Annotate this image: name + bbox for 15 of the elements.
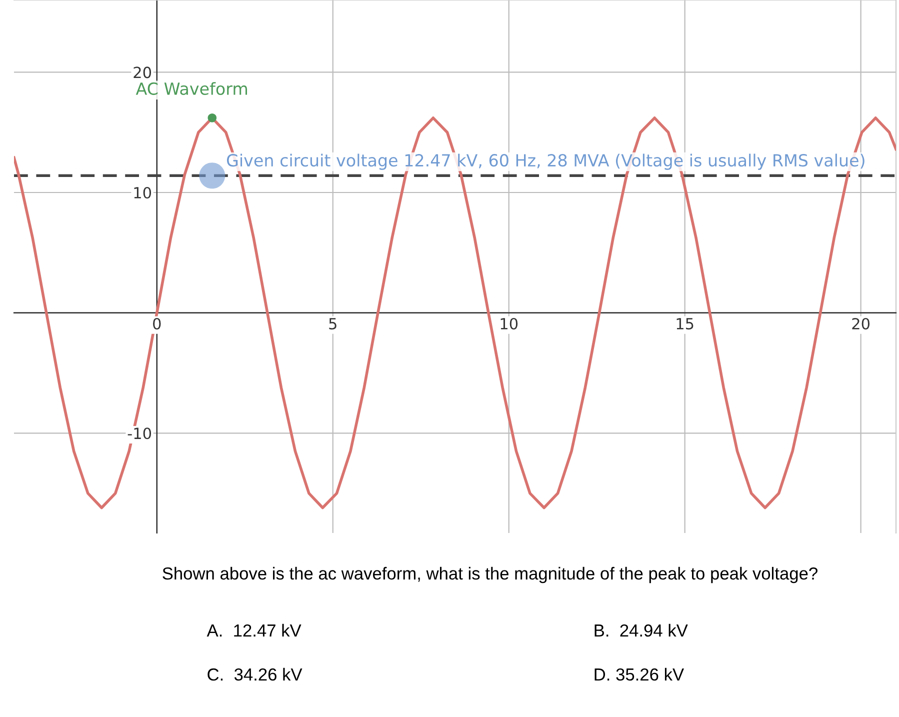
x-tick-label: 5 (329, 318, 336, 330)
series-label: AC Waveform (136, 82, 247, 95)
x-tick-label: 15 (676, 318, 694, 330)
y-tick-label: 20 (134, 66, 152, 78)
text: Shown above is the ac waveform, what is the magnitude of the peak to peak voltage? (162, 566, 818, 584)
text: A. 12.47 kV (206, 624, 302, 636)
y-tick-label: -10 (128, 428, 152, 440)
x-tick-label: 0 (153, 318, 161, 330)
text: B. 24.94 kV (594, 624, 688, 637)
x-tick-label: 20 (852, 318, 870, 330)
text: C. 34.26 kV (208, 668, 302, 681)
text: D. 35.26 kV (594, 668, 684, 681)
series-label: Given circuit voltage 12.47 kV, 60 Hz, 28 MVA (Voltage is usually RMS value) (226, 154, 864, 170)
y-tick-label: 10 (134, 186, 152, 199)
x-tick-label: 10 (500, 318, 518, 330)
